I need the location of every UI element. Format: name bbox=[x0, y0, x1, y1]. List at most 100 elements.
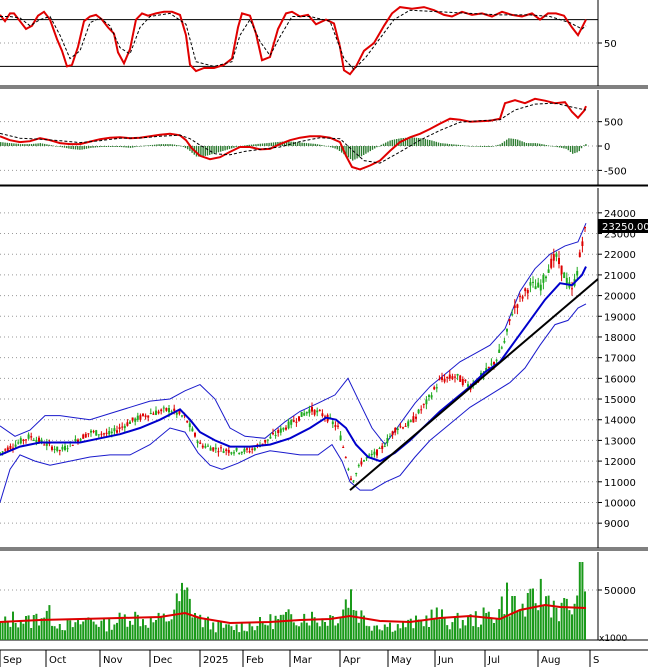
volume-bar bbox=[64, 630, 66, 640]
candle-body bbox=[537, 282, 540, 288]
price-tick-label: 16000 bbox=[604, 374, 636, 385]
candle-body bbox=[30, 436, 33, 438]
volume-bar bbox=[79, 624, 82, 640]
volume-bar bbox=[428, 627, 430, 640]
volume-bar bbox=[537, 610, 540, 640]
macd-histogram-bar bbox=[382, 143, 385, 146]
macd-macd-line bbox=[0, 97, 587, 171]
macd-histogram-bar bbox=[565, 146, 567, 149]
volume-bar bbox=[292, 622, 295, 640]
candle-body bbox=[118, 427, 121, 429]
price-tick-label: 13000 bbox=[604, 436, 636, 447]
candle-body bbox=[396, 428, 399, 430]
candle-body bbox=[324, 416, 326, 418]
macd-histogram-bar bbox=[514, 139, 517, 147]
candle-body bbox=[233, 452, 235, 454]
volume-bar bbox=[383, 624, 386, 640]
candle-body bbox=[433, 387, 436, 390]
macd-histogram-bar bbox=[512, 138, 514, 146]
volume-bar bbox=[565, 598, 568, 640]
volume-bar bbox=[147, 627, 150, 640]
candle-body bbox=[144, 415, 147, 418]
macd-histogram-bar bbox=[561, 146, 563, 148]
volume-bar bbox=[344, 599, 347, 640]
volume-bar bbox=[181, 582, 183, 640]
volume-bar bbox=[142, 619, 144, 640]
candle-body bbox=[235, 448, 238, 451]
macd-histogram-bar bbox=[189, 146, 191, 151]
macd-histogram-bar bbox=[26, 144, 28, 146]
macd-histogram-bar bbox=[422, 138, 424, 146]
macd-histogram-bar bbox=[132, 146, 134, 148]
candle-body bbox=[490, 363, 493, 365]
macd-histogram-bar bbox=[228, 146, 231, 150]
macd-histogram-bar bbox=[28, 144, 30, 146]
volume-bar bbox=[542, 604, 545, 640]
candle-body bbox=[240, 451, 243, 454]
volume-bar bbox=[363, 615, 365, 640]
volume-bar bbox=[66, 619, 69, 640]
volume-bar bbox=[508, 616, 511, 640]
candle-body bbox=[45, 442, 48, 446]
candle-body bbox=[43, 444, 46, 446]
candle-body bbox=[370, 453, 373, 455]
candle-body bbox=[448, 374, 451, 379]
volume-bar bbox=[417, 619, 420, 640]
volume-bar bbox=[272, 629, 274, 640]
candle-body bbox=[108, 431, 111, 435]
macd-histogram-bar bbox=[255, 144, 257, 147]
macd-histogram-bar bbox=[257, 143, 259, 146]
candle-body bbox=[350, 478, 352, 480]
x-axis-tick-label: Jun bbox=[437, 655, 454, 666]
macd-histogram-bar bbox=[426, 139, 429, 147]
macd-histogram-bar bbox=[360, 146, 363, 157]
volume-bar bbox=[199, 614, 202, 640]
candle-body bbox=[1, 451, 4, 453]
candle-body bbox=[313, 409, 316, 415]
volume-bar bbox=[194, 613, 196, 640]
candle-body bbox=[277, 430, 280, 433]
macd-histogram-bar bbox=[169, 144, 171, 146]
volume-bar bbox=[441, 609, 443, 640]
macd-histogram-bar bbox=[545, 145, 547, 147]
candle-body bbox=[534, 286, 537, 290]
macd-histogram-bar bbox=[261, 143, 264, 146]
x-axis-tick-label: Jul bbox=[487, 655, 500, 666]
macd-histogram-bar bbox=[123, 146, 125, 148]
macd-histogram-bar bbox=[44, 143, 46, 146]
candle-body bbox=[9, 446, 12, 450]
macd-histogram-bar bbox=[250, 144, 253, 146]
macd-histogram-bar bbox=[358, 146, 360, 158]
candle-body bbox=[64, 445, 66, 450]
volume-bar bbox=[82, 621, 85, 640]
volume-bar bbox=[503, 614, 506, 640]
macd-histogram-bar bbox=[550, 145, 552, 147]
volume-bar bbox=[521, 603, 524, 640]
macd-histogram-bar bbox=[576, 146, 578, 153]
macd-histogram-bar bbox=[464, 145, 466, 147]
volume-bar bbox=[313, 617, 316, 640]
macd-histogram-bar bbox=[479, 146, 481, 147]
macd-histogram-bar bbox=[367, 146, 369, 153]
macd-histogram-bar bbox=[286, 141, 288, 147]
volume-bar bbox=[420, 619, 423, 640]
candle-body bbox=[4, 449, 7, 451]
macd-histogram-bar bbox=[112, 146, 114, 147]
macd-histogram-bar bbox=[371, 146, 374, 150]
candle-body bbox=[100, 433, 103, 435]
volume-bar bbox=[339, 617, 342, 640]
candle-body bbox=[378, 448, 381, 449]
candle-body bbox=[121, 426, 124, 428]
volume-bar bbox=[469, 614, 472, 640]
volume-bar bbox=[87, 617, 90, 640]
macd-histogram-bar bbox=[213, 146, 215, 154]
candle-body bbox=[175, 412, 178, 415]
macd-histogram-bar bbox=[534, 143, 536, 146]
macd-histogram-bar bbox=[118, 146, 121, 147]
volume-bar bbox=[360, 610, 363, 640]
candle-body bbox=[160, 409, 163, 412]
price-tick-label: 21000 bbox=[604, 271, 636, 282]
volume-bar bbox=[547, 595, 550, 640]
macd-histogram-bar bbox=[459, 145, 462, 146]
